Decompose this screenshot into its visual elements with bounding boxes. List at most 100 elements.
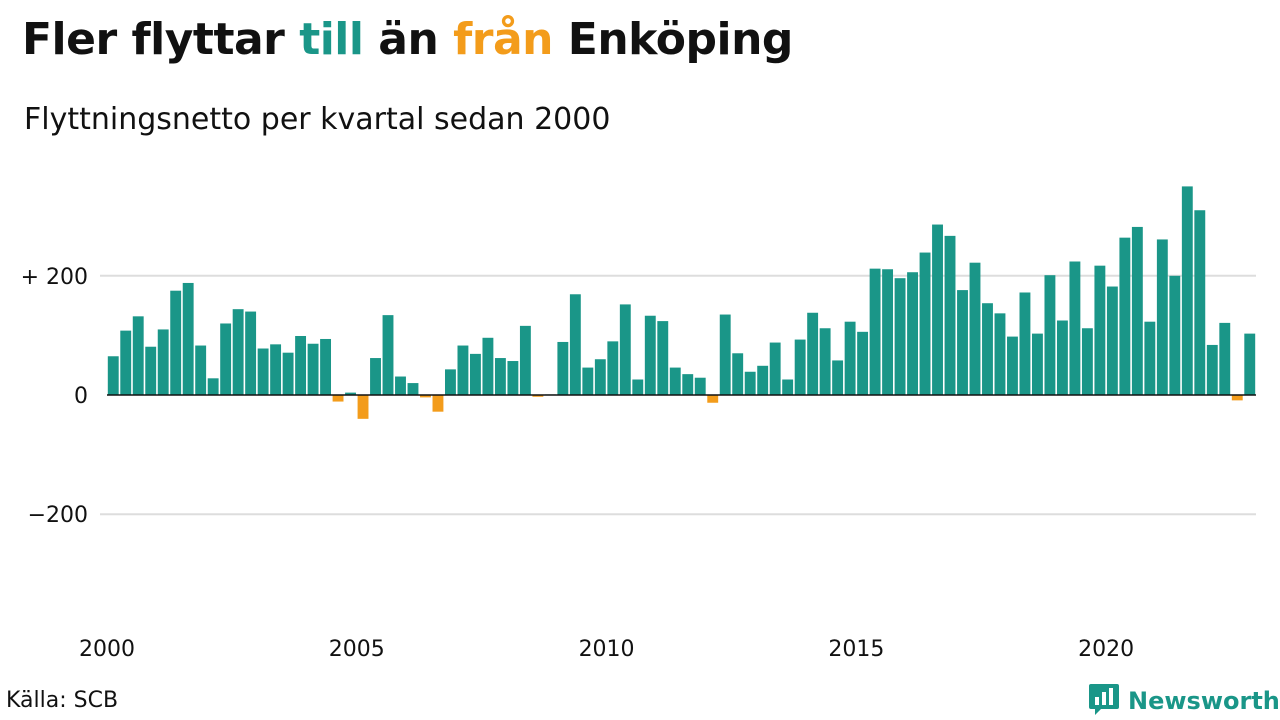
- bar: [407, 383, 419, 395]
- bar: [1144, 321, 1156, 395]
- bar: [982, 303, 993, 395]
- title-part-5: Enköping: [552, 14, 794, 65]
- title-part-1: Fler flyttar: [22, 14, 300, 65]
- grid-layer: [100, 274, 1256, 516]
- bar: [919, 252, 931, 395]
- bar: [1056, 320, 1068, 395]
- bar: [1156, 239, 1168, 395]
- bar: [1181, 186, 1193, 395]
- bar: [220, 323, 232, 395]
- bar: [619, 304, 631, 395]
- bar: [932, 224, 943, 395]
- bar: [519, 325, 531, 395]
- bar: [1094, 265, 1106, 395]
- bar: [569, 294, 581, 395]
- bar: [457, 345, 469, 395]
- x-tick-label: 2010: [579, 637, 635, 662]
- bar-chart-speech-icon: [1088, 682, 1120, 720]
- bar: [1231, 395, 1243, 401]
- bar: [1019, 292, 1031, 395]
- bar: [994, 313, 1006, 395]
- bar: [1081, 328, 1093, 395]
- bar: [332, 395, 344, 402]
- brand-name: Newsworthy: [1128, 687, 1280, 715]
- bar: [1244, 333, 1256, 395]
- bar: [644, 315, 656, 395]
- bar: [719, 314, 731, 395]
- bar: [944, 235, 956, 395]
- bar: [1044, 275, 1056, 395]
- chart-title: Fler flyttar till än från Enköping: [22, 14, 793, 65]
- bar: [257, 348, 269, 395]
- bar: [494, 358, 506, 395]
- bar: [1169, 275, 1181, 395]
- bar: [132, 316, 144, 395]
- x-tick-label: 2005: [329, 637, 385, 662]
- bar: [107, 356, 119, 395]
- bar: [669, 367, 681, 395]
- bar: [120, 330, 132, 395]
- bar: [794, 339, 806, 395]
- bar: [270, 344, 282, 395]
- y-tick-label: −200: [28, 503, 88, 528]
- bar: [957, 290, 968, 395]
- bar: [395, 376, 406, 395]
- bar: [1219, 322, 1231, 395]
- bar: [295, 335, 307, 395]
- bars-layer: [107, 186, 1256, 419]
- title-word-till: till: [299, 14, 364, 65]
- bar: [782, 379, 794, 395]
- title-word-fran: från: [453, 14, 553, 65]
- bar: [345, 392, 356, 395]
- bar: [1206, 344, 1218, 395]
- bar: [757, 365, 769, 395]
- bar: [1069, 261, 1081, 395]
- bar: [282, 352, 294, 395]
- x-tick-label: 2000: [79, 637, 135, 662]
- bar: [1106, 286, 1118, 395]
- bar: [682, 374, 694, 395]
- bar: [320, 338, 332, 395]
- bar: [157, 329, 169, 395]
- bar: [232, 309, 244, 395]
- bar: [907, 272, 918, 395]
- y-tick-label: 0: [74, 384, 88, 409]
- bar: [894, 278, 906, 395]
- bar: [732, 353, 744, 395]
- bar: [432, 395, 444, 412]
- bar: [1031, 333, 1043, 395]
- source-label: Källa: SCB: [6, 688, 119, 713]
- bar: [657, 321, 669, 395]
- bar: [832, 360, 844, 395]
- bar: [507, 361, 519, 395]
- bar: [370, 358, 381, 395]
- bar: [482, 337, 494, 395]
- y-tick-label: + 200: [21, 265, 88, 290]
- bar: [357, 395, 369, 419]
- bar: [1194, 210, 1206, 395]
- bar: [857, 331, 869, 395]
- bar: [769, 342, 781, 395]
- x-tick-label: 2020: [1078, 637, 1134, 662]
- bar: [1119, 237, 1131, 395]
- bar: [557, 341, 569, 395]
- bar: [145, 346, 157, 395]
- bar: [420, 395, 431, 398]
- bar: [844, 321, 856, 395]
- bar: [1007, 336, 1018, 395]
- bar: [195, 345, 207, 395]
- bar: [707, 395, 719, 403]
- bar: [170, 290, 182, 395]
- bar: [969, 262, 981, 395]
- bar: [869, 268, 881, 395]
- x-tick-label: 2015: [828, 637, 884, 662]
- bar: [694, 377, 706, 395]
- brand-logo[interactable]: Newsworthy: [1088, 682, 1280, 720]
- bar: [1131, 226, 1143, 395]
- bar: [469, 353, 481, 395]
- bar: [445, 369, 456, 395]
- bar: [207, 378, 219, 395]
- bar: [307, 343, 319, 395]
- bar: [582, 367, 594, 395]
